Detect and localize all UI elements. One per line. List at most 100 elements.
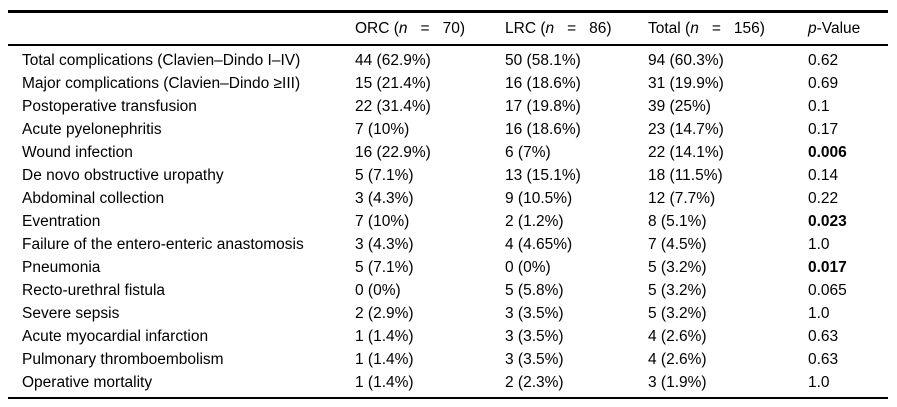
orc-value: 1 (1.4%) <box>355 327 414 345</box>
lrc-value: 17 (19.8%) <box>505 97 581 115</box>
complications-table-container: ORC (n = 70) LRC (n = 86) Total (n = 156) p-Va… <box>8 10 888 399</box>
lrc-value: 16 (18.6%) <box>505 120 581 138</box>
lrc-value: 0 (0%) <box>505 258 551 276</box>
lrc-value: 4 (4.65%) <box>505 235 573 253</box>
p-value: 0.22 <box>808 189 839 207</box>
row-label: Acute pyelonephritis <box>22 120 162 138</box>
table-row: Abdominal collection 3 (4.3%) 9 (10.5%) … <box>8 187 888 210</box>
table-row: Pneumonia 5 (7.1%) 0 (0%) 5 (3.2%) 0.017 <box>8 256 888 279</box>
p-value: 1.0 <box>808 304 830 322</box>
row-label: De novo obstructive uropathy <box>22 166 224 184</box>
table-row: Recto-urethral fistula 0 (0%) 5 (5.8%) 5… <box>8 279 888 302</box>
lrc-value: 6 (7%) <box>505 143 551 161</box>
pvalue-header-suffix: -Value <box>816 19 861 37</box>
column-header-orc: ORC (n = 70) <box>355 11 505 46</box>
row-label: Abdominal collection <box>22 189 165 207</box>
complications-table: ORC (n = 70) LRC (n = 86) Total (n = 156) p-Va… <box>8 10 888 399</box>
p-value: 0.006 <box>808 143 847 161</box>
row-label: Total complications (Clavien–Dindo I–IV) <box>22 51 301 69</box>
lrc-header-equals: = <box>567 19 577 37</box>
total-value: 18 (11.5%) <box>648 166 723 184</box>
column-header-lrc: LRC (n = 86) <box>505 11 648 46</box>
row-label: Pneumonia <box>22 258 101 276</box>
lrc-value: 13 (15.1%) <box>505 166 581 184</box>
orc-value: 15 (21.4%) <box>355 74 431 92</box>
lrc-value: 9 (10.5%) <box>505 189 573 207</box>
column-header-pvalue: p-Value <box>808 11 888 46</box>
orc-header-equals: = <box>420 19 430 37</box>
orc-value: 7 (10%) <box>355 120 410 138</box>
orc-header-prefix: ORC ( <box>355 19 399 37</box>
total-value: 7 (4.5%) <box>648 235 707 253</box>
table-row: Postoperative transfusion 22 (31.4%) 17 … <box>8 95 888 118</box>
orc-header-count: 70) <box>442 19 466 37</box>
orc-value: 5 (7.1%) <box>355 258 414 276</box>
p-value: 0.023 <box>808 212 847 230</box>
pvalue-header-p: p <box>808 19 817 37</box>
p-value: 0.63 <box>808 327 839 345</box>
column-header-empty <box>8 11 355 46</box>
p-value: 0.63 <box>808 350 839 368</box>
lrc-value: 3 (3.5%) <box>505 304 564 322</box>
total-value: 94 (60.3%) <box>648 51 724 69</box>
lrc-header-n: n <box>545 19 555 37</box>
total-value: 8 (5.1%) <box>648 212 707 230</box>
row-label: Wound infection <box>22 143 133 161</box>
table-row: Pulmonary thromboembolism 1 (1.4%) 3 (3.… <box>8 348 888 371</box>
total-value: 12 (7.7%) <box>648 189 716 207</box>
total-value: 22 (14.1%) <box>648 143 724 161</box>
row-label: Operative mortality <box>22 373 153 391</box>
p-value: 0.69 <box>808 74 839 92</box>
lrc-value: 3 (3.5%) <box>505 350 564 368</box>
row-label: Failure of the entero-enteric anastomosi… <box>22 235 304 253</box>
table-row: De novo obstructive uropathy 5 (7.1%) 13… <box>8 164 888 187</box>
p-value: 1.0 <box>808 373 830 391</box>
row-label: Recto-urethral fistula <box>22 281 166 299</box>
total-value: 4 (2.6%) <box>648 350 707 368</box>
table-row: Eventration 7 (10%) 2 (1.2%) 8 (5.1%) 0.… <box>8 210 888 233</box>
orc-value: 3 (4.3%) <box>355 235 414 253</box>
orc-value: 1 (1.4%) <box>355 373 414 391</box>
p-value: 0.065 <box>808 281 847 299</box>
total-value: 31 (19.9%) <box>648 74 724 92</box>
header-row: ORC (n = 70) LRC (n = 86) Total (n = 156) p-Va… <box>8 11 888 46</box>
table-row: Severe sepsis 2 (2.9%) 3 (3.5%) 5 (3.2%)… <box>8 302 888 325</box>
p-value: 0.62 <box>808 51 839 69</box>
orc-value: 44 (62.9%) <box>355 51 431 69</box>
orc-header-n: n <box>398 19 408 37</box>
total-value: 39 (25%) <box>648 97 711 115</box>
lrc-value: 3 (3.5%) <box>505 327 564 345</box>
orc-value: 7 (10%) <box>355 212 410 230</box>
column-header-total: Total (n = 156) <box>648 11 808 46</box>
lrc-value: 2 (1.2%) <box>505 212 564 230</box>
lrc-value: 16 (18.6%) <box>505 74 581 92</box>
orc-value: 2 (2.9%) <box>355 304 414 322</box>
table-row: Total complications (Clavien–Dindo I–IV)… <box>8 45 888 72</box>
total-header-n: n <box>690 19 699 37</box>
total-value: 5 (3.2%) <box>648 281 707 299</box>
lrc-value: 2 (2.3%) <box>505 373 564 391</box>
lrc-value: 5 (5.8%) <box>505 281 564 299</box>
orc-value: 16 (22.9%) <box>355 143 431 161</box>
p-value: 0.1 <box>808 97 830 115</box>
row-label: Severe sepsis <box>22 304 120 322</box>
table-row: Acute myocardial infarction 1 (1.4%) 3 (… <box>8 325 888 348</box>
total-header-prefix: Total ( <box>648 19 691 37</box>
lrc-header-count: 86) <box>589 19 612 37</box>
p-value: 0.14 <box>808 166 839 184</box>
table-row: Acute pyelonephritis 7 (10%) 16 (18.6%) … <box>8 118 888 141</box>
orc-value: 1 (1.4%) <box>355 350 414 368</box>
table-body: Total complications (Clavien–Dindo I–IV)… <box>8 45 888 398</box>
total-value: 5 (3.2%) <box>648 304 707 322</box>
total-header-count: 156) <box>733 19 765 37</box>
orc-value: 5 (7.1%) <box>355 166 414 184</box>
p-value: 1.0 <box>808 235 830 253</box>
orc-value: 3 (4.3%) <box>355 189 414 207</box>
total-value: 23 (14.7%) <box>648 120 724 138</box>
table-row: Wound infection 16 (22.9%) 6 (7%) 22 (14… <box>8 141 888 164</box>
row-label: Eventration <box>22 212 101 230</box>
orc-value: 22 (31.4%) <box>355 97 431 115</box>
table-row: Failure of the entero-enteric anastomosi… <box>8 233 888 256</box>
orc-value: 0 (0%) <box>355 281 401 299</box>
p-value: 0.17 <box>808 120 839 138</box>
